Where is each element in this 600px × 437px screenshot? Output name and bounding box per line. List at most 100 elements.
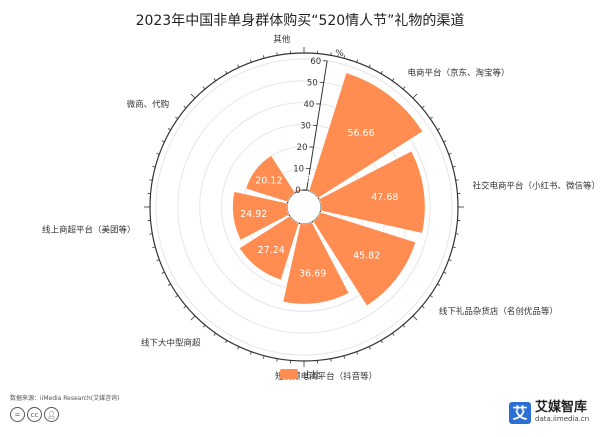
frame-tick — [213, 78, 216, 82]
person-icon: 👤︎ — [44, 407, 59, 422]
axis-tick-label: 30 — [300, 122, 311, 132]
grid-ring — [155, 58, 453, 356]
bar — [239, 215, 300, 281]
frame-tick — [392, 332, 395, 336]
frame-tick — [161, 271, 165, 274]
frame-tick — [156, 259, 160, 262]
axis-tick-label: 60 — [310, 57, 321, 67]
category-label: 线下礼品杂货店（名创优品等） — [439, 306, 558, 317]
frame-tick — [356, 351, 359, 355]
frame-tick — [421, 305, 425, 309]
brand-mark-icon: 艾 — [509, 401, 531, 424]
category-label: 电商平台（京东、淘宝等） — [407, 68, 509, 79]
frame-tick — [249, 59, 252, 63]
frame-tick — [156, 152, 160, 155]
frame-tick — [412, 315, 418, 321]
frame-tick — [448, 259, 452, 262]
frame-tick — [262, 355, 265, 359]
frame-tick — [455, 179, 459, 181]
category-label: 其他 — [273, 34, 291, 45]
axis-unit-label: % — [335, 49, 344, 59]
bar — [312, 211, 416, 307]
frame-tick — [330, 358, 332, 362]
frame-tick — [368, 64, 371, 68]
frame-tick — [452, 165, 456, 168]
frame-tick — [183, 105, 187, 109]
data-label: 27.24 — [258, 245, 285, 256]
frame-tick — [443, 271, 447, 274]
cc-icon: cc — [27, 407, 42, 422]
frame-tick — [175, 116, 179, 119]
axis-tick-label: 20 — [297, 143, 308, 153]
axis-tick-label: 50 — [307, 78, 318, 88]
axis-tick-label: 0 — [295, 186, 300, 196]
frame-tick — [380, 70, 383, 74]
equal-icon: = — [10, 407, 25, 422]
frame-tick — [167, 283, 171, 286]
category-labels: 56.66 电商平台（京东、淘宝等） 47.68 社交电商平台（小红书、微信等） 45.… — [42, 34, 600, 382]
frame-tick — [202, 86, 206, 90]
frame-tick — [175, 295, 179, 298]
bar — [318, 150, 426, 234]
license-icons: = cc 👤︎ — [10, 407, 59, 422]
legend: 占比 — [280, 369, 321, 381]
grid-ring — [177, 80, 431, 334]
chart-title: 2023年中国非单身群体购买“520情人节”礼物的渠道 — [135, 13, 465, 29]
frame-tick — [213, 332, 216, 336]
brand-logo: 艾 艾媒智库 data.iimedia.cn — [509, 401, 589, 424]
frame-tick — [368, 346, 371, 350]
frame-tick — [237, 346, 240, 350]
frame-tick — [202, 324, 206, 328]
frame-tick — [392, 78, 395, 82]
frame-tick — [402, 324, 406, 328]
frame-tick — [262, 55, 265, 59]
category-label: 短视频电商平台（抖音等） — [275, 371, 377, 382]
frame-tick — [429, 295, 433, 298]
frame-tick — [249, 351, 252, 355]
category-label: 线上商超平台（美团等） — [42, 225, 136, 236]
frame-tick — [161, 140, 165, 143]
bar — [232, 191, 290, 241]
brand-name: 艾媒智库 — [535, 400, 588, 415]
bar — [295, 188, 309, 193]
data-label: 0.62 — [290, 174, 311, 185]
radial-axis: 0 10 20 30 40 50 60% — [293, 49, 344, 196]
bar — [282, 221, 350, 305]
category-label: 社交电商平台（小红书、微信等） — [473, 180, 600, 191]
frame-tick — [437, 283, 441, 286]
bar — [245, 155, 296, 203]
frame-tick — [152, 165, 156, 168]
frame-tick — [190, 93, 196, 99]
bar — [308, 72, 424, 199]
frame-tick — [225, 70, 228, 74]
frame-tick — [429, 116, 433, 119]
data-label: 24.92 — [240, 209, 267, 220]
frame-tick — [237, 64, 240, 68]
data-label: 36.69 — [299, 269, 326, 280]
legend-swatch — [280, 369, 298, 379]
frame-tick — [356, 59, 359, 63]
data-label: 56.66 — [347, 128, 374, 139]
frame-tick — [421, 105, 425, 109]
frame-tick — [343, 355, 346, 359]
axis-tick-label: 10 — [293, 165, 304, 175]
frame-tick — [149, 179, 153, 181]
frame-tick — [448, 152, 452, 155]
frame-tick — [455, 233, 459, 235]
legend-label: 占比 — [303, 369, 321, 381]
frame-tick — [443, 140, 447, 143]
axis-tick-label: 40 — [303, 100, 314, 110]
frame-tick — [380, 340, 383, 344]
frame-tick — [225, 340, 228, 344]
frame-tick — [167, 128, 171, 131]
data-label: 20.12 — [255, 176, 282, 187]
data-label: 47.68 — [371, 192, 398, 203]
frame-tick — [149, 233, 153, 235]
bar-layer — [232, 72, 426, 307]
source-note: 数据来源：iiMedia Research(艾媒咨询) — [10, 395, 120, 402]
frame-tick — [330, 52, 332, 56]
frame-tick — [402, 86, 406, 90]
frame-tick — [276, 358, 278, 362]
frame-tick — [183, 305, 187, 309]
